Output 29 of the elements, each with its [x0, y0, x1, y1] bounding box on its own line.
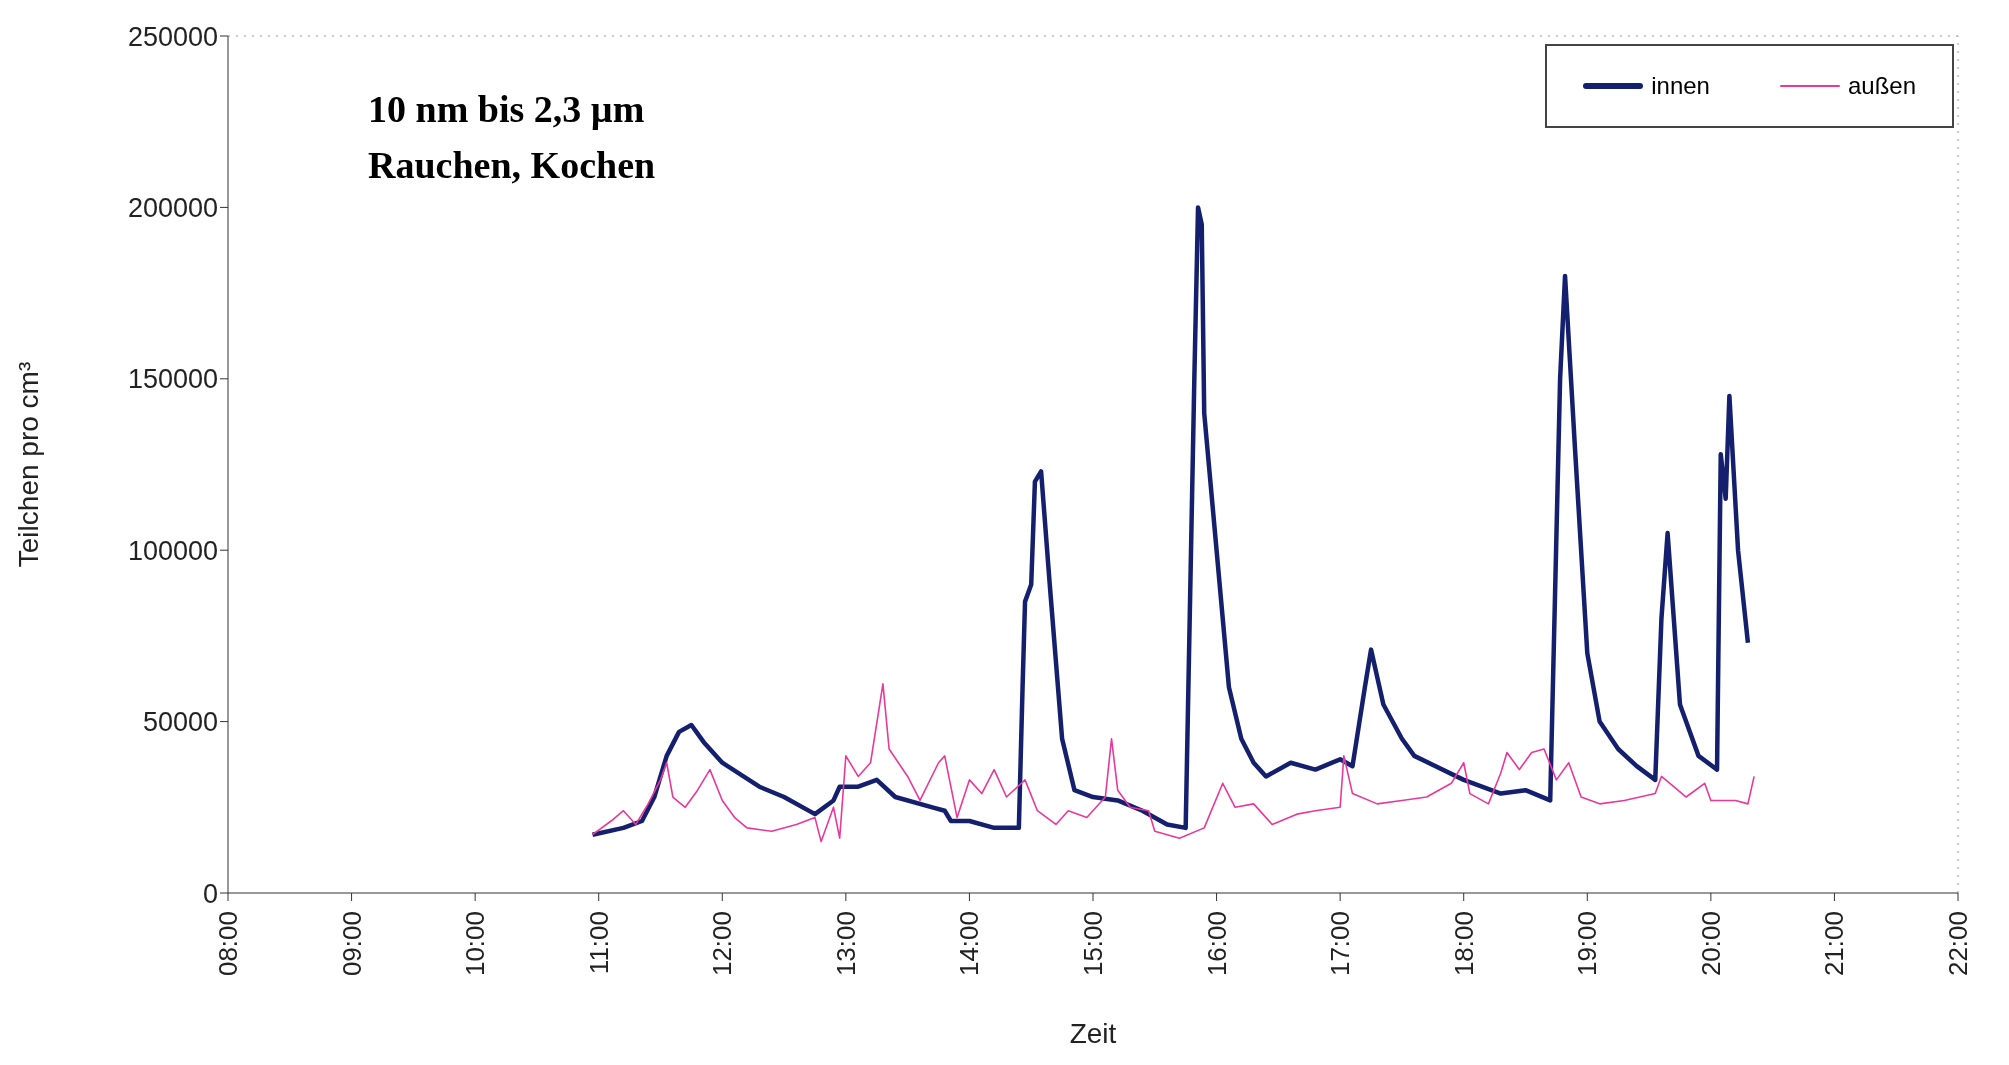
y-tick-label: 200000 — [127, 192, 218, 223]
annotation: 10 nm bis 2,3 µm — [368, 87, 646, 132]
x-tick-label: 13:00 — [830, 911, 861, 977]
x-tick-label: 20:00 — [1695, 911, 1726, 977]
y-tick-label: 50000 — [142, 707, 218, 738]
y-tick-label: 250000 — [127, 21, 218, 52]
x-tick-label: 11:00 — [583, 911, 614, 975]
legend-label: innen — [1651, 72, 1710, 100]
line-series — [591, 683, 1755, 843]
x-tick-label: 22:00 — [1943, 911, 1973, 977]
x-tick-label: 12:00 — [707, 911, 738, 977]
y-tick-label: 100000 — [127, 535, 218, 566]
y-tick-label: 150000 — [127, 364, 218, 395]
x-tick-label: 21:00 — [1819, 911, 1850, 977]
legend-label: außen — [1847, 72, 1916, 100]
x-tick-label: 10:00 — [460, 911, 491, 977]
x-tick-label: 18:00 — [1448, 911, 1479, 977]
x-tick-label: 17:00 — [1325, 911, 1356, 977]
y-tick-label: 0 — [202, 878, 218, 909]
line-series — [590, 205, 1751, 837]
x-axis-title: Zeit — [1069, 1018, 1117, 1049]
x-tick-label: 09:00 — [336, 911, 367, 977]
x-tick-label: 15:00 — [1078, 911, 1108, 977]
annotation: Rauchen, Kochen — [368, 143, 656, 188]
x-tick-label: 16:00 — [1201, 911, 1232, 977]
x-tick-label: 08:00 — [213, 911, 243, 977]
y-axis-title: Teilchen pro cm³ — [12, 361, 44, 568]
x-tick-label: 19:00 — [1572, 911, 1603, 977]
x-tick-label: 14:00 — [954, 911, 985, 977]
